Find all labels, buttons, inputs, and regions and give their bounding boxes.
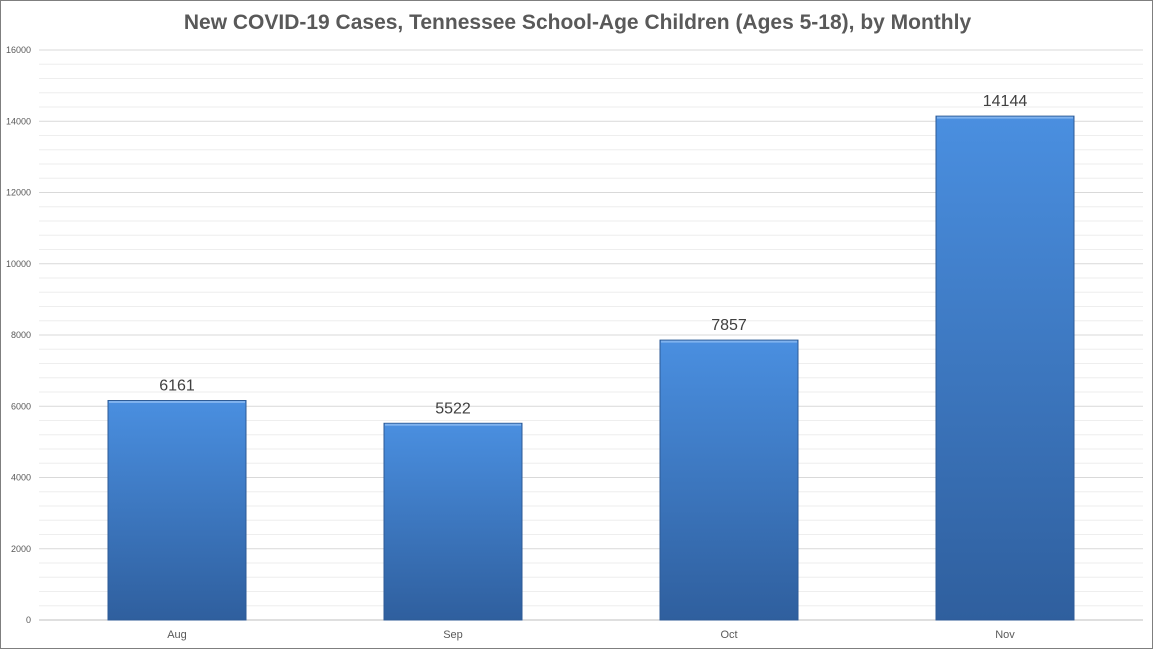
chart-title: New COVID-19 Cases, Tennessee School-Age… (183, 11, 972, 34)
bar-nov (935, 115, 1075, 621)
data-label-aug: 6161 (159, 378, 195, 395)
label-layer: 6161 Aug 5522 Sep 7857 Oct 14144 Nov (159, 93, 1027, 641)
y-tick-label: 0 (26, 615, 31, 625)
x-tick-label-nov: Nov (995, 629, 1015, 641)
data-label-oct: 7857 (711, 317, 747, 334)
data-label-sep: 5522 (435, 400, 471, 417)
x-tick-label-oct: Oct (720, 629, 737, 641)
y-tick-label: 16000 (6, 45, 31, 55)
bar-layer (107, 115, 1075, 621)
bar-aug (107, 400, 247, 621)
x-tick-label-aug: Aug (167, 629, 187, 641)
bar-oct (659, 339, 799, 621)
y-tick-label: 14000 (6, 116, 31, 126)
y-tick-label: 8000 (11, 330, 31, 340)
x-tick-label-sep: Sep (443, 629, 463, 641)
data-label-nov: 14144 (983, 93, 1028, 110)
y-tick-label: 10000 (6, 259, 31, 269)
bar-sep (383, 422, 523, 621)
y-tick-label: 6000 (11, 401, 31, 411)
y-tick-label: 2000 (11, 544, 31, 554)
y-tick-label: 12000 (6, 188, 31, 198)
y-tick-label: 4000 (11, 473, 31, 483)
